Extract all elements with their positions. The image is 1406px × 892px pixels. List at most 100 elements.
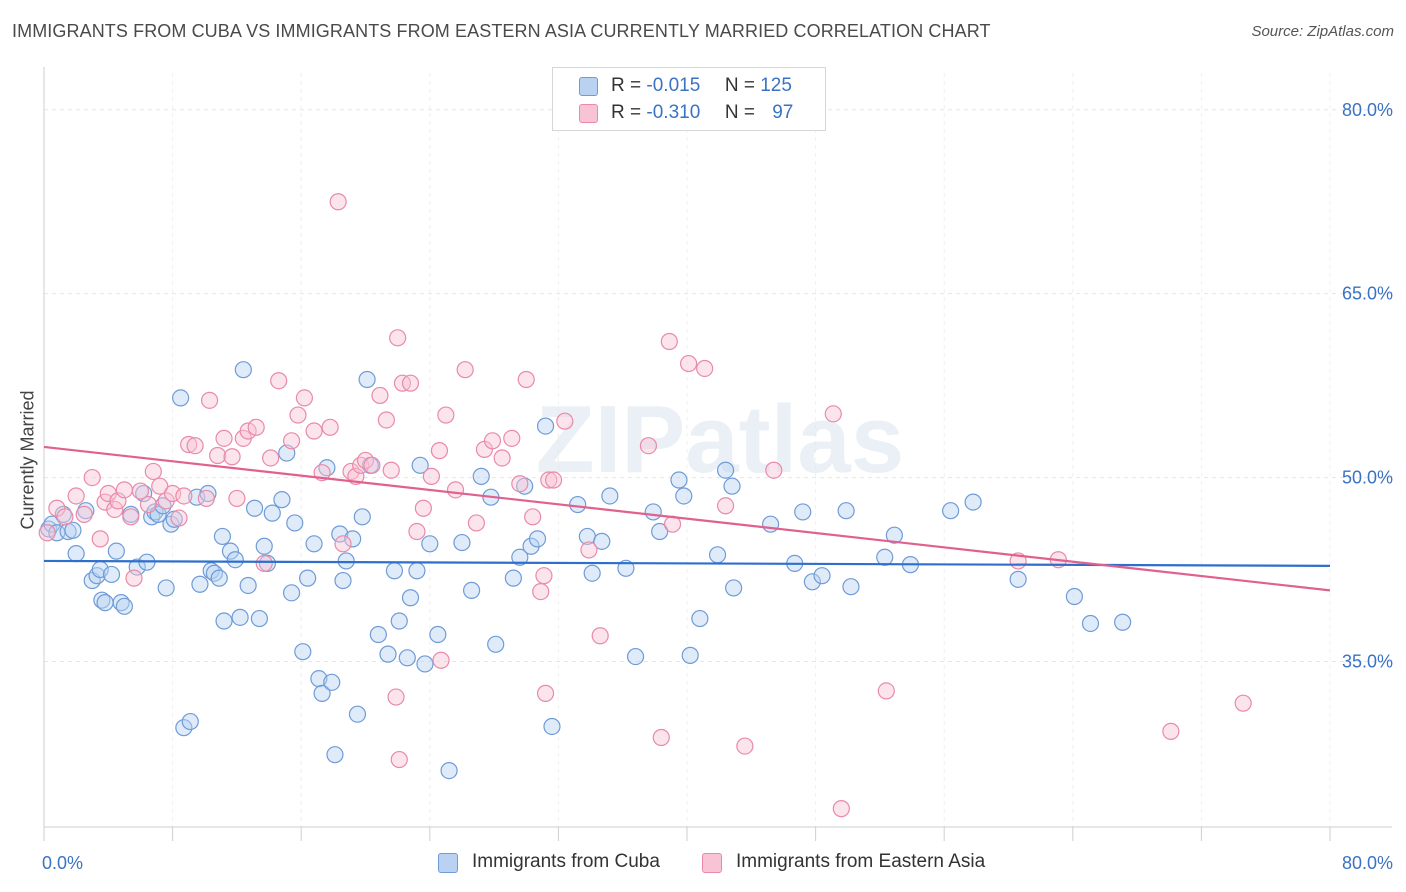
cuba-point (313, 684, 331, 702)
cuba-point (358, 370, 376, 389)
asia-point (511, 475, 529, 493)
cuba-point (725, 579, 743, 597)
asia-point (483, 432, 502, 450)
r-value-asia: -0.310 (646, 102, 701, 123)
asia-point (532, 583, 550, 601)
cuba-point (385, 562, 404, 580)
cuba-point (255, 537, 273, 555)
cuba-point (210, 569, 228, 587)
cuba-point (115, 597, 133, 615)
cuba-point (205, 564, 223, 582)
cuba-point (337, 552, 355, 570)
asia-point (200, 391, 219, 409)
asia-point (387, 688, 405, 706)
asia-point (1234, 694, 1252, 712)
cuba-point (1065, 587, 1084, 606)
cuba-point (326, 746, 344, 764)
asia-point (321, 418, 339, 436)
cuba-points (40, 361, 1132, 780)
y-tick-label: 80.0% (1342, 100, 1393, 120)
cuba-point (416, 655, 434, 673)
cuba-point (964, 493, 982, 511)
cuba-point (64, 521, 82, 539)
asia-point (414, 499, 432, 517)
cuba-point (716, 461, 735, 479)
correlation-legend: R = -0.015 N = 125 R = -0.310 N = 97 (552, 67, 826, 131)
cuba-point (245, 499, 264, 517)
cuba-point (617, 559, 635, 577)
n-label: N = (724, 102, 755, 123)
asia-point (877, 682, 895, 700)
cuba-point (135, 484, 153, 503)
tick-labels: 35.0% 50.0% 65.0% 80.0% 0.0% 80.0% (42, 100, 1393, 873)
cuba-point (723, 477, 741, 495)
asia-point (282, 432, 301, 450)
asia-point (115, 481, 133, 499)
cuba-point (348, 705, 367, 723)
y-tick-label: 65.0% (1342, 284, 1393, 304)
cuba-point (942, 502, 960, 520)
cuba-point (429, 625, 447, 644)
cuba-point (516, 477, 534, 495)
asia-point (247, 418, 265, 436)
asia-point (262, 449, 280, 467)
cuba-point (331, 525, 349, 543)
cuba-point (67, 544, 85, 563)
cuba-point (102, 565, 121, 584)
cuba-point (440, 762, 458, 780)
cuba-point (107, 542, 125, 560)
x-tick-label: 80.0% (1342, 853, 1393, 873)
cuba-point (794, 503, 812, 521)
cuba-point (593, 532, 611, 550)
cuba-point (691, 609, 709, 628)
cuba-point (761, 515, 780, 533)
asia-point (390, 750, 408, 769)
cuba-point (221, 542, 240, 560)
n-label: N = (724, 75, 755, 96)
asia-point (122, 508, 140, 526)
cuba-point (398, 649, 416, 667)
asia-point (83, 468, 101, 487)
asia-point (430, 442, 449, 460)
cuba-point (226, 551, 244, 569)
asia-point (536, 684, 555, 702)
asia-point (544, 471, 563, 489)
trend-lines (43, 445, 1331, 592)
asia-point (535, 567, 553, 585)
cuba-point (282, 584, 301, 602)
asia-point (228, 489, 246, 508)
cuba-point (681, 646, 699, 664)
cuba-point (626, 647, 645, 666)
asia-point (446, 481, 465, 499)
asia-point (371, 386, 389, 405)
asia-point (186, 437, 204, 455)
asia-point (329, 193, 347, 211)
asia-point (540, 471, 558, 489)
asia-point (639, 437, 658, 455)
asia-point (660, 332, 678, 351)
cuba-point (334, 571, 352, 590)
asia-point (139, 495, 158, 514)
asia-point (215, 429, 233, 447)
asia-point (342, 462, 360, 481)
cuba-point (675, 487, 693, 505)
cuba-point (273, 491, 291, 509)
asia-point (255, 554, 273, 573)
cuba-point (453, 533, 471, 552)
cuba-point (487, 635, 505, 653)
asia-point (422, 467, 441, 485)
asia-point (180, 435, 198, 454)
asia-point (334, 535, 352, 553)
asia-point (175, 487, 193, 505)
cuba-point (299, 569, 317, 587)
cuba-point (323, 673, 341, 691)
asia-point (517, 370, 535, 389)
cuba-point (128, 558, 146, 576)
cuba-point (885, 526, 903, 544)
asia-point (170, 509, 188, 527)
asia-point (389, 329, 407, 347)
cuba-point (390, 612, 408, 630)
n-value-asia: 97 (772, 102, 794, 123)
asia-point (832, 800, 850, 818)
asia-point (382, 461, 400, 479)
